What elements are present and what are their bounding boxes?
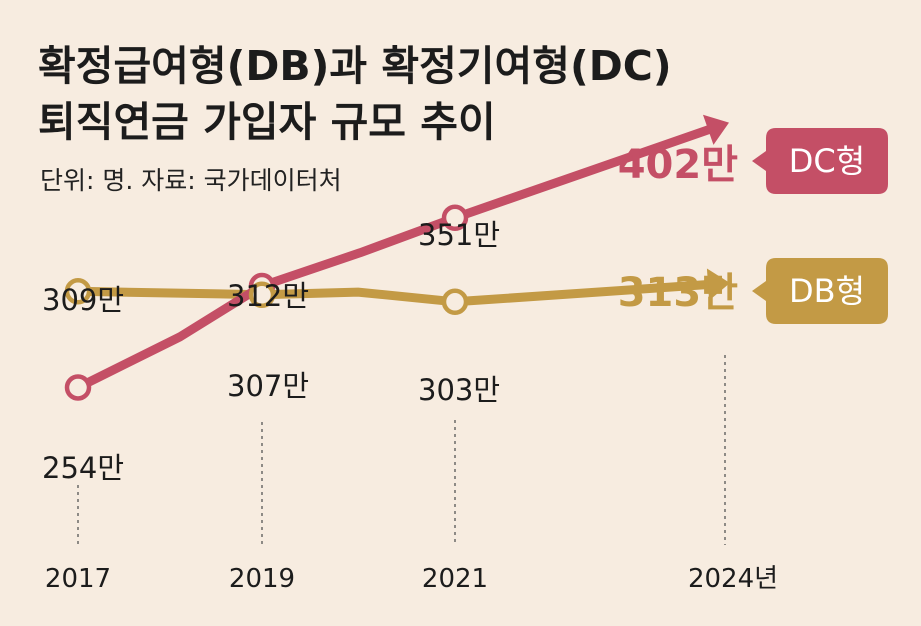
dc-point <box>441 204 469 232</box>
value-labels: 309만 254만 312만 307만 351만 303만 402만 313만 <box>42 142 738 485</box>
end-value-label: 402만 <box>618 142 738 188</box>
x-axis: 2017 2019 2021 2024년 <box>45 564 778 594</box>
db-legend-badge <box>752 258 888 324</box>
chart-subtitle: 단위: 명. 자료: 국가데이터처 <box>40 166 342 195</box>
db-series-line <box>73 279 717 307</box>
value-label: 351만 <box>418 218 500 252</box>
value-label: 303만 <box>418 373 500 407</box>
value-label: 309만 <box>42 283 124 317</box>
dc-legend-badge <box>752 128 888 194</box>
db-point <box>248 281 276 309</box>
chart-title-line1: 확정급여형(DB)과 확정기여형(DC) <box>38 42 672 90</box>
x-tick-label: 2019 <box>229 564 295 594</box>
x-tick-label: 2024년 <box>688 564 778 594</box>
end-value-label: 313만 <box>618 270 738 316</box>
db-series-arrowhead <box>706 268 730 301</box>
db-point <box>64 278 92 305</box>
dc-point <box>64 374 92 401</box>
db-point <box>441 288 469 316</box>
series-lines <box>73 114 730 392</box>
value-label: 307만 <box>227 369 309 403</box>
value-label: 254만 <box>42 451 124 485</box>
data-points <box>64 204 469 401</box>
dc-series-arrowhead <box>702 114 730 145</box>
guide-lines <box>77 355 726 545</box>
db-legend-label: DB형 <box>789 272 865 310</box>
dc-series-line <box>73 124 717 392</box>
dc-legend-label: DC형 <box>789 142 865 180</box>
legend: DC형 DB형 <box>752 128 888 324</box>
x-tick-label: 2017 <box>45 564 111 594</box>
x-tick-label: 2021 <box>422 564 488 594</box>
value-label: 312만 <box>227 279 309 313</box>
chart-title-line2: 퇴직연금 가입자 규모 추이 <box>38 98 496 146</box>
